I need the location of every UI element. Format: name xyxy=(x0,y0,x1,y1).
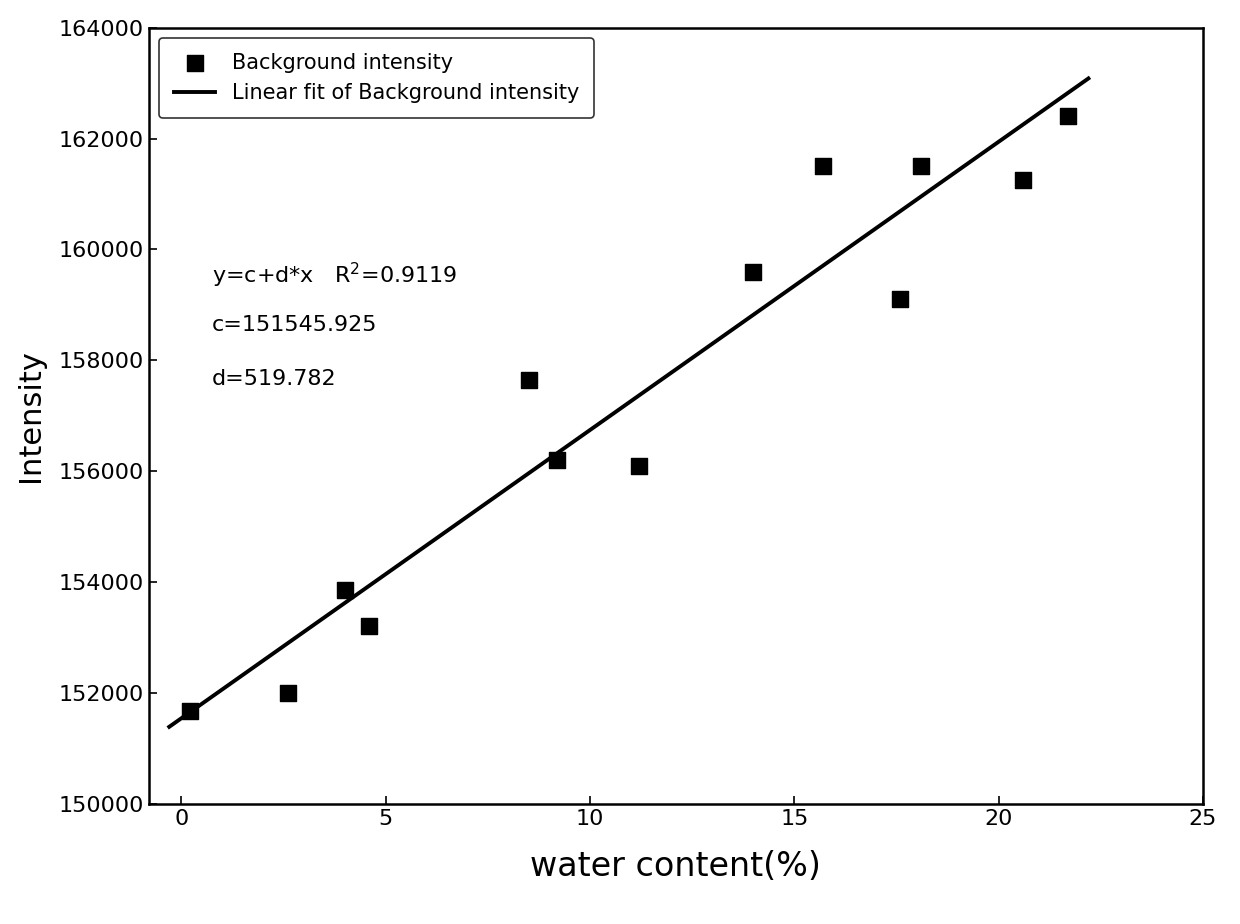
Background intensity xyxy=(278,686,298,700)
Background intensity xyxy=(547,453,567,468)
Background intensity xyxy=(1013,173,1033,188)
Background intensity xyxy=(360,619,379,634)
Background intensity xyxy=(518,372,538,387)
Linear fit of Background intensity xyxy=(709,335,724,346)
Background intensity xyxy=(744,264,764,279)
Background intensity xyxy=(335,583,355,598)
Linear fit of Background intensity xyxy=(936,175,951,186)
Background intensity xyxy=(1058,109,1078,124)
Line: Linear fit of Background intensity: Linear fit of Background intensity xyxy=(169,79,1089,727)
Text: d=519.782: d=519.782 xyxy=(212,370,337,389)
X-axis label: water content(%): water content(%) xyxy=(531,849,821,882)
Linear fit of Background intensity xyxy=(994,134,1009,145)
Linear fit of Background intensity xyxy=(161,722,176,733)
Background intensity xyxy=(813,159,833,174)
Text: c=151545.925: c=151545.925 xyxy=(212,315,377,334)
Y-axis label: Intensity: Intensity xyxy=(16,349,45,482)
Background intensity xyxy=(890,292,910,307)
Background intensity xyxy=(629,458,649,473)
Linear fit of Background intensity xyxy=(706,337,720,348)
Legend: Background intensity, Linear fit of Background intensity: Background intensity, Linear fit of Back… xyxy=(159,38,594,117)
Text: y=c+d*x   $\mathregular{R^2}$=0.9119: y=c+d*x $\mathregular{R^2}$=0.9119 xyxy=(212,261,458,290)
Background intensity xyxy=(180,703,200,718)
Linear fit of Background intensity xyxy=(1081,73,1096,84)
Linear fit of Background intensity xyxy=(724,324,739,335)
Linear fit of Background intensity xyxy=(165,719,180,730)
Background intensity xyxy=(911,159,931,174)
